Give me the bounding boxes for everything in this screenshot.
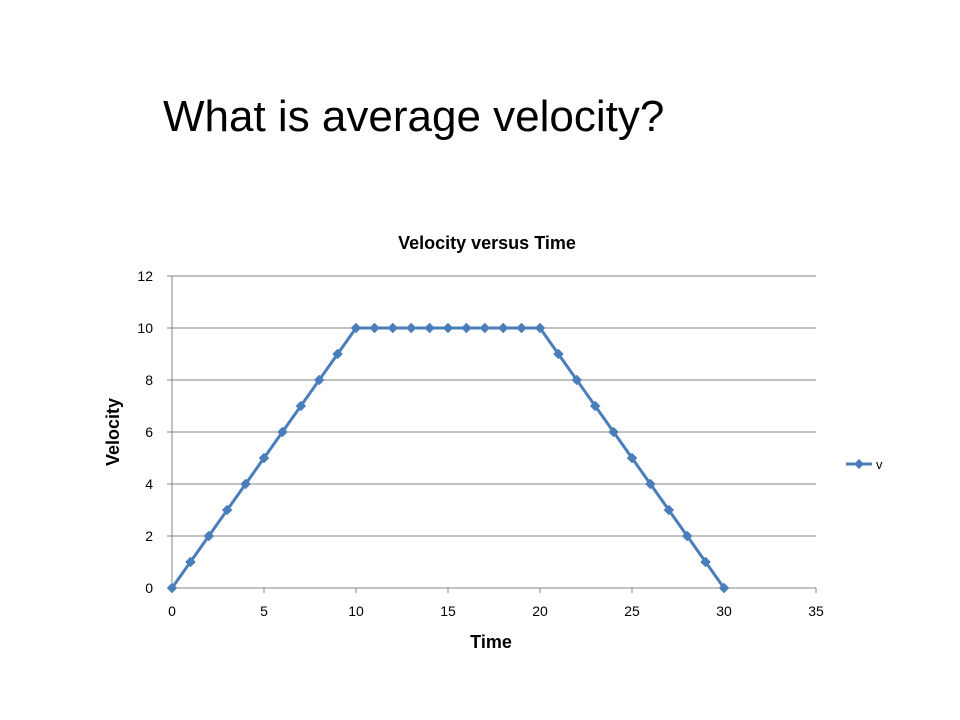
x-axis-label: Time (470, 632, 512, 652)
data-point (369, 322, 380, 334)
x-tick-label: 25 (624, 603, 640, 619)
data-point (405, 322, 417, 334)
x-tick-label: 10 (348, 603, 364, 619)
data-point (534, 322, 546, 334)
y-tick-label: 0 (145, 580, 153, 596)
data-point (461, 322, 472, 334)
y-tick-label: 12 (137, 268, 153, 284)
data-point (258, 452, 270, 464)
data-point (479, 322, 491, 334)
x-tick-label: 0 (168, 603, 176, 619)
legend: v (846, 457, 883, 472)
y-tick-label: 6 (145, 424, 153, 440)
data-point (663, 504, 675, 516)
data-point (497, 322, 509, 334)
chart-title: Velocity versus Time (398, 233, 576, 253)
x-tick-label: 15 (440, 603, 456, 619)
y-tick-label: 2 (145, 528, 153, 544)
x-tick-label: 5 (260, 603, 268, 619)
data-point (442, 322, 454, 334)
data-point (350, 322, 362, 334)
data-point (221, 504, 233, 516)
tick-labels: 0 2 4 6 8 10 12 0 5 10 15 20 25 30 35 (137, 268, 824, 619)
data-point (313, 374, 325, 386)
data-point (240, 478, 251, 490)
data-point (626, 452, 638, 464)
x-tick-label: 35 (808, 603, 824, 619)
slide-title: What is average velocity? (163, 92, 665, 141)
data-point (387, 322, 399, 334)
data-point (718, 582, 730, 594)
data-point (700, 556, 711, 568)
x-tick-label: 20 (532, 603, 548, 619)
data-point (553, 348, 564, 360)
data-point (645, 478, 656, 490)
legend-marker (854, 459, 864, 469)
data-point (608, 426, 619, 438)
data-point (681, 530, 693, 542)
y-tick-label: 4 (145, 476, 153, 492)
y-tick-label: 10 (137, 320, 153, 336)
data-point (589, 400, 601, 412)
data-point (166, 582, 178, 594)
data-point (516, 322, 527, 334)
data-point (203, 530, 215, 542)
data-point (295, 400, 307, 412)
data-point (277, 426, 288, 438)
axes (167, 275, 817, 593)
legend-label: v (876, 457, 883, 472)
x-tick-label: 30 (716, 603, 732, 619)
y-axis-label: Velocity (103, 398, 123, 466)
data-point (571, 374, 583, 386)
series-line-v (170, 326, 726, 589)
y-tick-label: 8 (145, 372, 153, 388)
data-point (185, 556, 196, 568)
grid-lines (172, 275, 816, 537)
data-point (424, 322, 435, 334)
data-point (332, 348, 343, 360)
series-layer (166, 322, 730, 594)
